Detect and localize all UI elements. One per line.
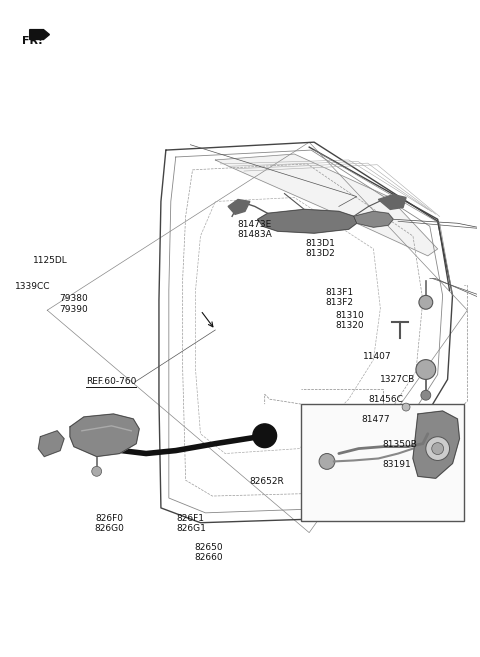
Polygon shape [228,200,250,214]
Text: 1327CB: 1327CB [380,374,415,384]
Text: 813D1
813D2: 813D1 813D2 [305,239,336,258]
Circle shape [253,424,276,447]
Text: 79380
79390: 79380 79390 [60,294,88,313]
Text: FR.: FR. [22,37,42,47]
Text: 81310
81320: 81310 81320 [335,311,364,330]
Text: 81350B: 81350B [383,440,417,449]
Polygon shape [258,210,357,233]
Text: REF.60-760: REF.60-760 [86,377,136,386]
Text: 826F1
826G1: 826F1 826G1 [176,514,206,533]
Polygon shape [216,154,438,256]
Circle shape [426,437,450,461]
Text: 83191: 83191 [383,461,411,469]
Polygon shape [413,411,459,478]
Text: 81477: 81477 [361,415,390,424]
Text: 1125DL: 1125DL [33,256,68,265]
Circle shape [432,443,444,455]
Text: 1339CC: 1339CC [14,283,50,292]
Polygon shape [70,414,139,457]
Text: 82652R: 82652R [250,476,284,486]
Circle shape [421,390,431,400]
Circle shape [319,453,335,469]
Text: 11407: 11407 [363,352,392,361]
Text: 82650
82660: 82650 82660 [195,543,224,562]
Polygon shape [38,431,64,457]
Circle shape [416,359,436,379]
Text: 81456C: 81456C [368,396,403,405]
Polygon shape [354,212,393,227]
Text: 813F1
813F2: 813F1 813F2 [325,288,354,307]
Circle shape [402,403,410,411]
Circle shape [419,296,433,309]
Circle shape [92,466,102,476]
Text: 826F0
826G0: 826F0 826G0 [94,514,124,533]
Polygon shape [30,30,49,39]
Text: 81473E
81483A: 81473E 81483A [238,220,272,240]
Bar [301,404,464,521]
Polygon shape [378,194,406,210]
